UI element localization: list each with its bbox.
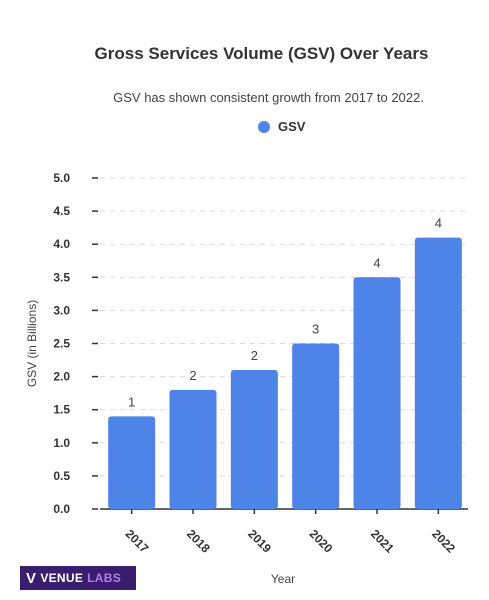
bar-data-label: 1 xyxy=(128,394,135,409)
bar xyxy=(230,369,278,509)
y-tick-label: 2.0 xyxy=(53,370,70,384)
brand-name-part2: LABS xyxy=(87,571,122,585)
bar xyxy=(353,277,401,509)
bar-data-label: 3 xyxy=(312,322,319,337)
y-axis-title: GSV (in Billions) xyxy=(25,300,39,387)
x-tick-label: 2017 xyxy=(123,527,152,556)
legend: GSV xyxy=(258,119,305,134)
bar xyxy=(108,416,156,509)
y-tick-label: 3.0 xyxy=(53,303,70,317)
y-tick-label: 5.0 xyxy=(53,171,70,185)
bar xyxy=(414,237,462,509)
bar xyxy=(292,343,340,509)
brand-name-part1: VENUE xyxy=(40,571,84,585)
v-logo-icon: V xyxy=(26,569,37,587)
y-tick-label: 1.0 xyxy=(53,436,70,450)
bar-data-label: 2 xyxy=(189,368,196,383)
chart-title: Gross Services Volume (GSV) Over Years xyxy=(94,44,429,63)
y-tick-label: 0.5 xyxy=(53,469,70,483)
x-tick-label: 2018 xyxy=(184,527,213,556)
y-tick-label: 0.0 xyxy=(53,502,70,516)
legend-label: GSV xyxy=(278,119,306,134)
bar-data-label: 2 xyxy=(251,348,258,363)
y-tick-label: 4.0 xyxy=(53,237,70,251)
y-tick-label: 3.5 xyxy=(53,270,70,284)
bar-data-label: 4 xyxy=(435,216,442,231)
x-axis-title: Year xyxy=(271,572,295,586)
brand-logo: V VENUE LABS xyxy=(20,566,136,590)
x-tick-label: 2019 xyxy=(245,527,274,556)
bar xyxy=(169,389,217,509)
x-tick-label: 2020 xyxy=(307,527,336,556)
chart-subtitle: GSV has shown consistent growth from 201… xyxy=(113,90,424,105)
x-tick-label: 2022 xyxy=(429,527,458,556)
x-tick-label: 2021 xyxy=(368,527,397,556)
bar-data-label: 4 xyxy=(373,255,380,270)
y-tick-label: 4.5 xyxy=(53,204,70,218)
legend-swatch xyxy=(258,120,270,133)
y-tick-label: 2.5 xyxy=(53,337,70,351)
y-tick-label: 1.5 xyxy=(53,403,70,417)
